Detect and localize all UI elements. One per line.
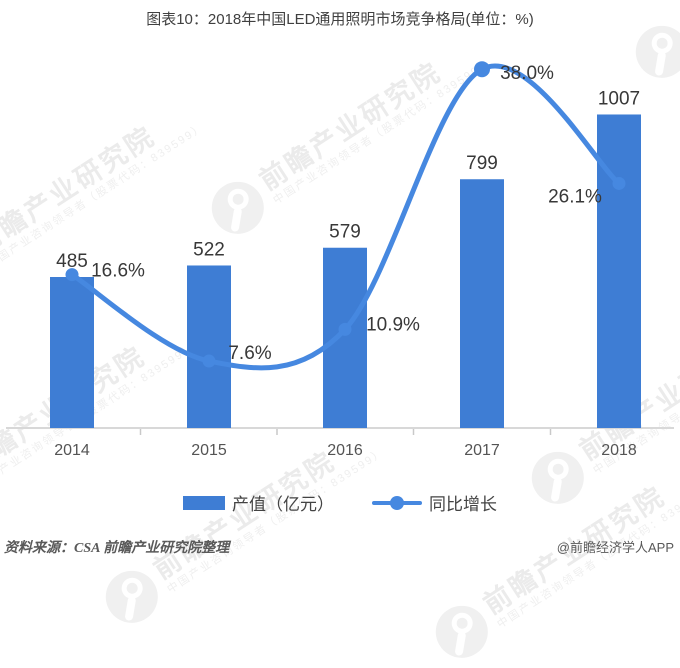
x-axis-label: 2016 — [327, 442, 363, 459]
bar — [323, 247, 367, 428]
line-marker — [612, 176, 626, 190]
bar — [597, 114, 641, 429]
x-axis-label: 2017 — [464, 442, 500, 459]
source-note: 资料来源：CSA 前瞻产业研究院整理 — [4, 541, 230, 556]
chart-title: 图表10：2018年中国LED通用照明市场竞争格局(单位：%) — [146, 11, 534, 28]
legend-item-line: 同比增长 — [372, 490, 497, 515]
bar — [460, 179, 504, 428]
growth-value-label: 38.0% — [500, 63, 554, 84]
legend-item-bar: 产值（亿元） — [183, 490, 334, 515]
growth-value-label: 10.9% — [366, 314, 420, 335]
x-axis-label: 2018 — [601, 442, 637, 459]
bar — [50, 277, 94, 428]
line-marker — [65, 268, 79, 282]
x-axis-label: 2014 — [54, 442, 90, 459]
bar-value-label: 799 — [466, 153, 498, 174]
chart-canvas: 485 522 579 799 1007 16.6% 7.6% 10.9% 38.0% 26.1%… — [6, 61, 674, 459]
x-axis-label: 2015 — [191, 442, 227, 459]
legend-label-bar: 产值（亿元） — [232, 495, 334, 514]
growth-value-label: 7.6% — [228, 343, 271, 364]
qianzhan-logo-icon — [435, 605, 488, 658]
line-marker — [338, 322, 352, 336]
line-marker — [474, 61, 490, 78]
growth-value-label: 16.6% — [91, 261, 145, 282]
watermark-tile: 前瞻产业研究院中国产业咨询领导者（股票代码：839599） — [426, 452, 680, 668]
bar-swatch-icon — [183, 495, 225, 510]
bar-value-label: 579 — [329, 222, 361, 243]
app-credit: @前瞻经济学人APP — [556, 540, 674, 555]
qianzhan-logo-icon — [105, 570, 158, 623]
bar-value-label: 485 — [56, 251, 88, 272]
legend-label-line: 同比增长 — [429, 495, 497, 514]
line-marker — [202, 354, 216, 368]
bar-value-label: 522 — [193, 239, 225, 260]
legend: 产值（亿元） 同比增长 — [0, 490, 680, 515]
line-dot-swatch-icon — [372, 495, 422, 510]
growth-line — [69, 63, 622, 371]
bar-value-label: 1007 — [598, 88, 640, 109]
growth-value-label: 26.1% — [548, 186, 602, 207]
bar — [187, 265, 231, 428]
